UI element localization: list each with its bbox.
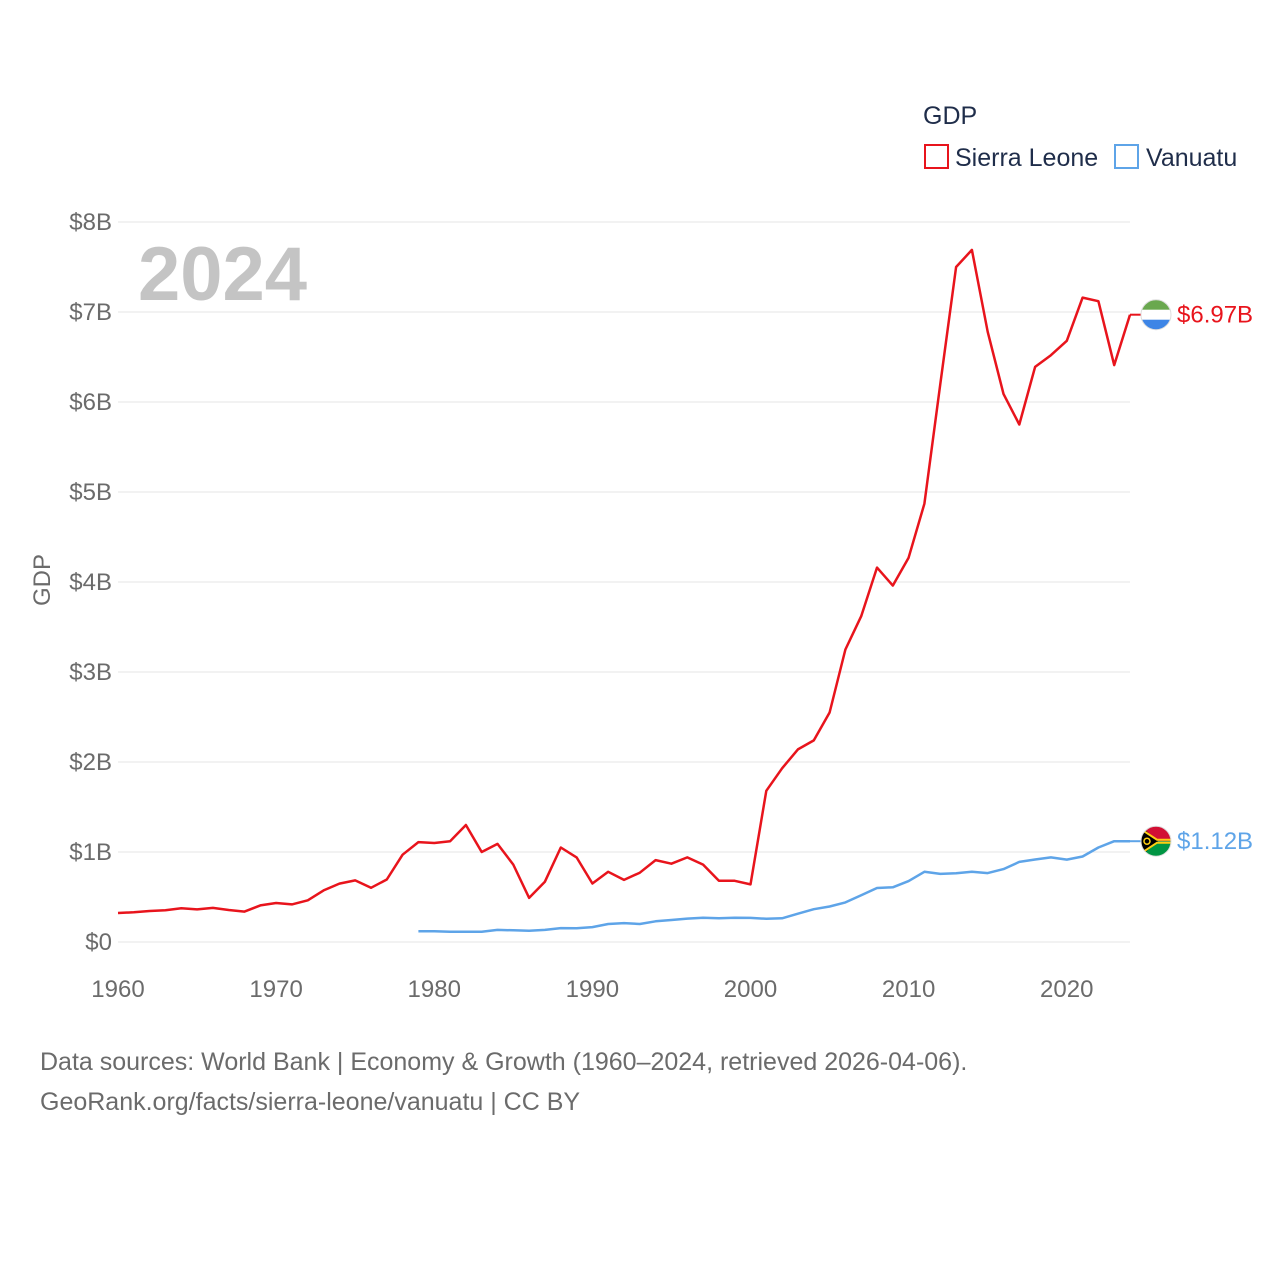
y-tick-label: $1B: [69, 839, 112, 866]
series-line-vanuatu[interactable]: [418, 839, 1130, 934]
y-tick-label: $6B: [69, 389, 112, 416]
current-year-label: 2024: [138, 232, 307, 317]
flag-sierra-leone-icon: [1140, 299, 1172, 331]
y-tick-label: $0: [85, 929, 112, 956]
y-tick-label: $3B: [69, 659, 112, 686]
series-end-markers: $6.97B $1.12B: [1130, 299, 1253, 857]
series-lines: [117, 248, 1132, 934]
x-tick-label: 1970: [249, 976, 302, 1003]
x-tick-label: 1980: [408, 976, 461, 1003]
end-value-label-vanuatu: $1.12B: [1177, 828, 1253, 855]
legend-swatch-sierra-leone[interactable]: [924, 144, 949, 169]
source-footer: Data sources: World Bank | Economy & Gro…: [40, 1042, 967, 1122]
series-line-sierra-leone[interactable]: [117, 248, 1132, 915]
y-axis-title: GDP: [29, 554, 56, 606]
x-tick-label: 1990: [566, 976, 619, 1003]
x-tick-label: 2020: [1040, 976, 1093, 1003]
legend: GDP Sierra Leone Vanuatu: [923, 102, 1237, 172]
y-tick-label: $2B: [69, 749, 112, 776]
license-line: GeoRank.org/facts/sierra-leone/vanuatu |…: [40, 1088, 581, 1116]
x-tick-label: 2000: [724, 976, 777, 1003]
gdp-line-chart: $0$1B$2B$3B$4B$5B$6B$7B$8B 1960 1970 1980 1…: [29, 102, 1253, 1003]
legend-label-sierra-leone[interactable]: Sierra Leone: [955, 144, 1098, 172]
y-tick-label: $4B: [69, 569, 112, 596]
y-tick-label: $8B: [69, 209, 112, 236]
y-tick-label: $5B: [69, 479, 112, 506]
legend-label-vanuatu[interactable]: Vanuatu: [1146, 144, 1237, 172]
flag-vanuatu-icon: [1140, 825, 1172, 857]
gridlines: [118, 221, 1130, 943]
x-axis-ticks: 1960 1970 1980 1990 2000 2010 2020: [91, 976, 1093, 1003]
x-tick-label: 1960: [91, 976, 144, 1003]
end-value-label-sierra-leone: $6.97B: [1177, 302, 1253, 329]
x-tick-label: 2010: [882, 976, 935, 1003]
legend-swatch-vanuatu[interactable]: [1114, 144, 1139, 169]
y-axis-ticks: $0 $1B $2B $3B $4B $5B $6B $7B $8B: [69, 209, 112, 956]
y-tick-label: $7B: [69, 299, 112, 326]
legend-title: GDP: [923, 102, 977, 130]
source-line: Data sources: World Bank | Economy & Gro…: [40, 1048, 968, 1076]
